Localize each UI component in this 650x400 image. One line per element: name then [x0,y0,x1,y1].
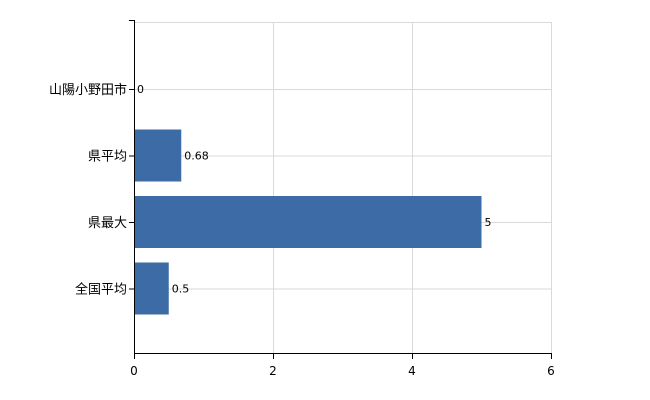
data-label: 0.68 [184,150,209,163]
x-tick-label: 2 [269,364,277,378]
bar-layer [135,129,482,315]
data-label: 5 [485,216,492,229]
data-label: 0 [137,83,144,96]
axis-layer [129,20,552,359]
x-tick-label: 0 [130,364,138,378]
bar [135,129,182,182]
bar [135,196,482,248]
bar [135,262,169,315]
category-label: 県平均 [88,150,127,165]
grid-layer [134,22,552,353]
x-tick-label: 6 [547,364,555,378]
category-label: 全国平均 [75,282,127,298]
category-label: 県最大 [88,216,127,231]
x-tick-label: 4 [408,364,416,378]
category-label: 山陽小野田市 [49,82,127,98]
data-label: 0.5 [172,283,190,296]
